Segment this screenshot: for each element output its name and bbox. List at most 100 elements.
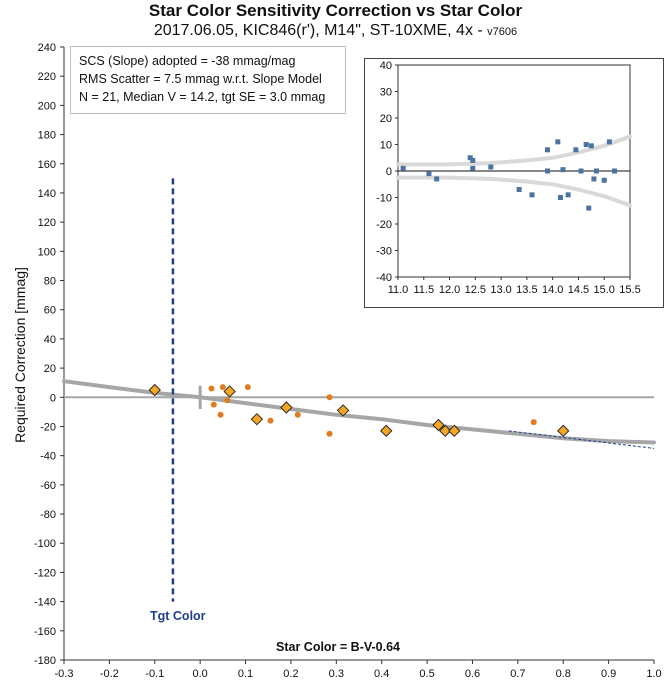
inset-data-point — [470, 157, 476, 163]
data-point-diamond — [380, 424, 393, 438]
y-tick-label: 240 — [38, 42, 56, 54]
x-tick-label: -0.1 — [145, 668, 164, 680]
inset-data-point — [601, 177, 607, 183]
x-tick-label: 0.7 — [510, 668, 525, 680]
subtitle-version: v7606 — [487, 26, 518, 38]
y-tick-label: -140 — [34, 597, 56, 609]
x-tick-label: 0.6 — [465, 668, 480, 680]
y-tick-label: 20 — [44, 363, 56, 375]
data-point-diamond — [448, 424, 461, 438]
x-tick-label: 0.9 — [601, 668, 616, 680]
inset-frame — [364, 58, 664, 308]
chart-title: Star Color Sensitivity Correction vs Sta… — [148, 1, 523, 20]
y-tick-label: -40 — [40, 451, 56, 463]
x-tick-label: 0.5 — [419, 668, 434, 680]
inset-data-point — [557, 195, 563, 200]
inset-data-point — [560, 167, 566, 173]
inset-y-tick-label: -40 — [376, 272, 392, 284]
inset-data-point — [555, 139, 561, 145]
inset-data-point — [516, 187, 522, 193]
x-tick-label: 0.1 — [238, 668, 253, 680]
data-point-dot — [530, 419, 537, 426]
y-tick-label: 40 — [44, 334, 56, 346]
inset-data-point — [434, 176, 440, 182]
data-point-dot — [224, 397, 231, 404]
inset-data-point — [565, 192, 571, 198]
inset-data-point — [606, 139, 612, 145]
target-color-label: Tgt Color — [150, 609, 206, 623]
inset-data-point — [488, 164, 494, 170]
data-point-dot — [208, 385, 215, 392]
inset-y-tick-label: 10 — [380, 140, 392, 152]
x-axis-label: Star Color = B-V-0.64 — [276, 640, 400, 654]
inset-x-tick-label: 14.5 — [568, 284, 589, 296]
y-tick-label: -20 — [40, 421, 56, 433]
inset-y-tick-label: -30 — [376, 246, 392, 258]
y-tick-label: -60 — [40, 480, 56, 492]
stats-box: SCS (Slope) adopted = -38 mmag/mag RMS S… — [70, 46, 346, 114]
x-tick-label: -0.2 — [100, 668, 119, 680]
y-tick-label: 160 — [38, 159, 56, 171]
y-tick-label: 100 — [38, 246, 56, 258]
inset-y-tick-label: 0 — [386, 166, 392, 178]
y-axis-label: Required Correction [mmag] — [12, 267, 28, 443]
data-point-diamond — [432, 418, 445, 432]
inset-data-point — [470, 165, 476, 171]
inset-x-tick-label: 11.0 — [388, 284, 409, 296]
data-point-diamond — [439, 424, 452, 438]
data-point-diamond — [336, 404, 350, 417]
inset-x-tick-label: 11.5 — [413, 284, 434, 296]
inset-plot: -40 -30 -20 -10 0 10 20 30 40 11.0 11.5 12.0 12.5 13.… — [364, 58, 664, 308]
inset-data-point — [578, 168, 584, 174]
data-point-dot — [217, 411, 224, 418]
inset-data-point — [529, 192, 535, 198]
model-curve — [62, 379, 656, 445]
inset-x-tick-label: 13.5 — [516, 284, 537, 296]
data-point-dot — [244, 384, 251, 391]
inset-x-tick-label: 13.0 — [490, 284, 511, 296]
y-tick-label: -160 — [34, 626, 56, 638]
inset-y-tick-label: -10 — [376, 193, 392, 205]
data-point-diamond — [280, 401, 293, 414]
data-point-dot — [267, 417, 274, 424]
data-point-diamond — [557, 424, 570, 438]
y-tick-label: 60 — [44, 305, 56, 317]
inset-data-point — [588, 143, 594, 149]
inset-data-point — [573, 147, 579, 153]
inset-data-point — [583, 142, 589, 147]
inset-data-point — [545, 168, 551, 174]
inset-y-tick-label: -20 — [376, 219, 392, 231]
x-tick-label: 0.8 — [556, 668, 571, 680]
inset-data-point — [545, 147, 551, 153]
stats-line-count: N = 21, Median V = 14.2, tgt SE = 3.0 mm… — [79, 90, 326, 104]
inset-y-tick-label: 40 — [380, 60, 392, 72]
data-point-dot — [210, 401, 217, 408]
data-point-diamond — [148, 383, 161, 397]
x-tick-label: 1.0 — [646, 668, 661, 680]
slope-line — [508, 430, 655, 449]
inset-data-point — [612, 168, 618, 174]
inset-x-tick-label: 14.0 — [542, 284, 563, 296]
chart-subtitle: 2017.06.05, KIC846(r'), M14", ST-10XME, … — [0, 22, 671, 40]
data-point-diamond — [250, 412, 264, 426]
inset-y-tick-label: 20 — [380, 113, 392, 125]
inset-data-point — [593, 168, 599, 174]
y-tick-label: 220 — [38, 71, 56, 83]
inset-band-lower — [396, 175, 632, 208]
inset-x-tick-label: 12.0 — [439, 284, 460, 296]
data-point-dot — [294, 411, 301, 418]
inset-x-tick-label: 12.5 — [465, 284, 486, 296]
y-tick-label: 0 — [50, 392, 56, 404]
inset-x-tick-label: 15.5 — [619, 284, 640, 296]
y-tick-label: -80 — [40, 509, 56, 521]
data-point-dot — [219, 384, 226, 391]
y-tick-label: 80 — [44, 276, 56, 288]
inset-band-upper — [396, 134, 632, 167]
data-point-dot — [326, 430, 333, 437]
y-tick-label: -100 — [34, 538, 56, 550]
x-tick-label: -0.3 — [55, 668, 74, 680]
x-tick-label: 0.4 — [374, 668, 389, 680]
y-tick-label: -180 — [34, 655, 56, 667]
inset-data-point — [426, 171, 432, 177]
